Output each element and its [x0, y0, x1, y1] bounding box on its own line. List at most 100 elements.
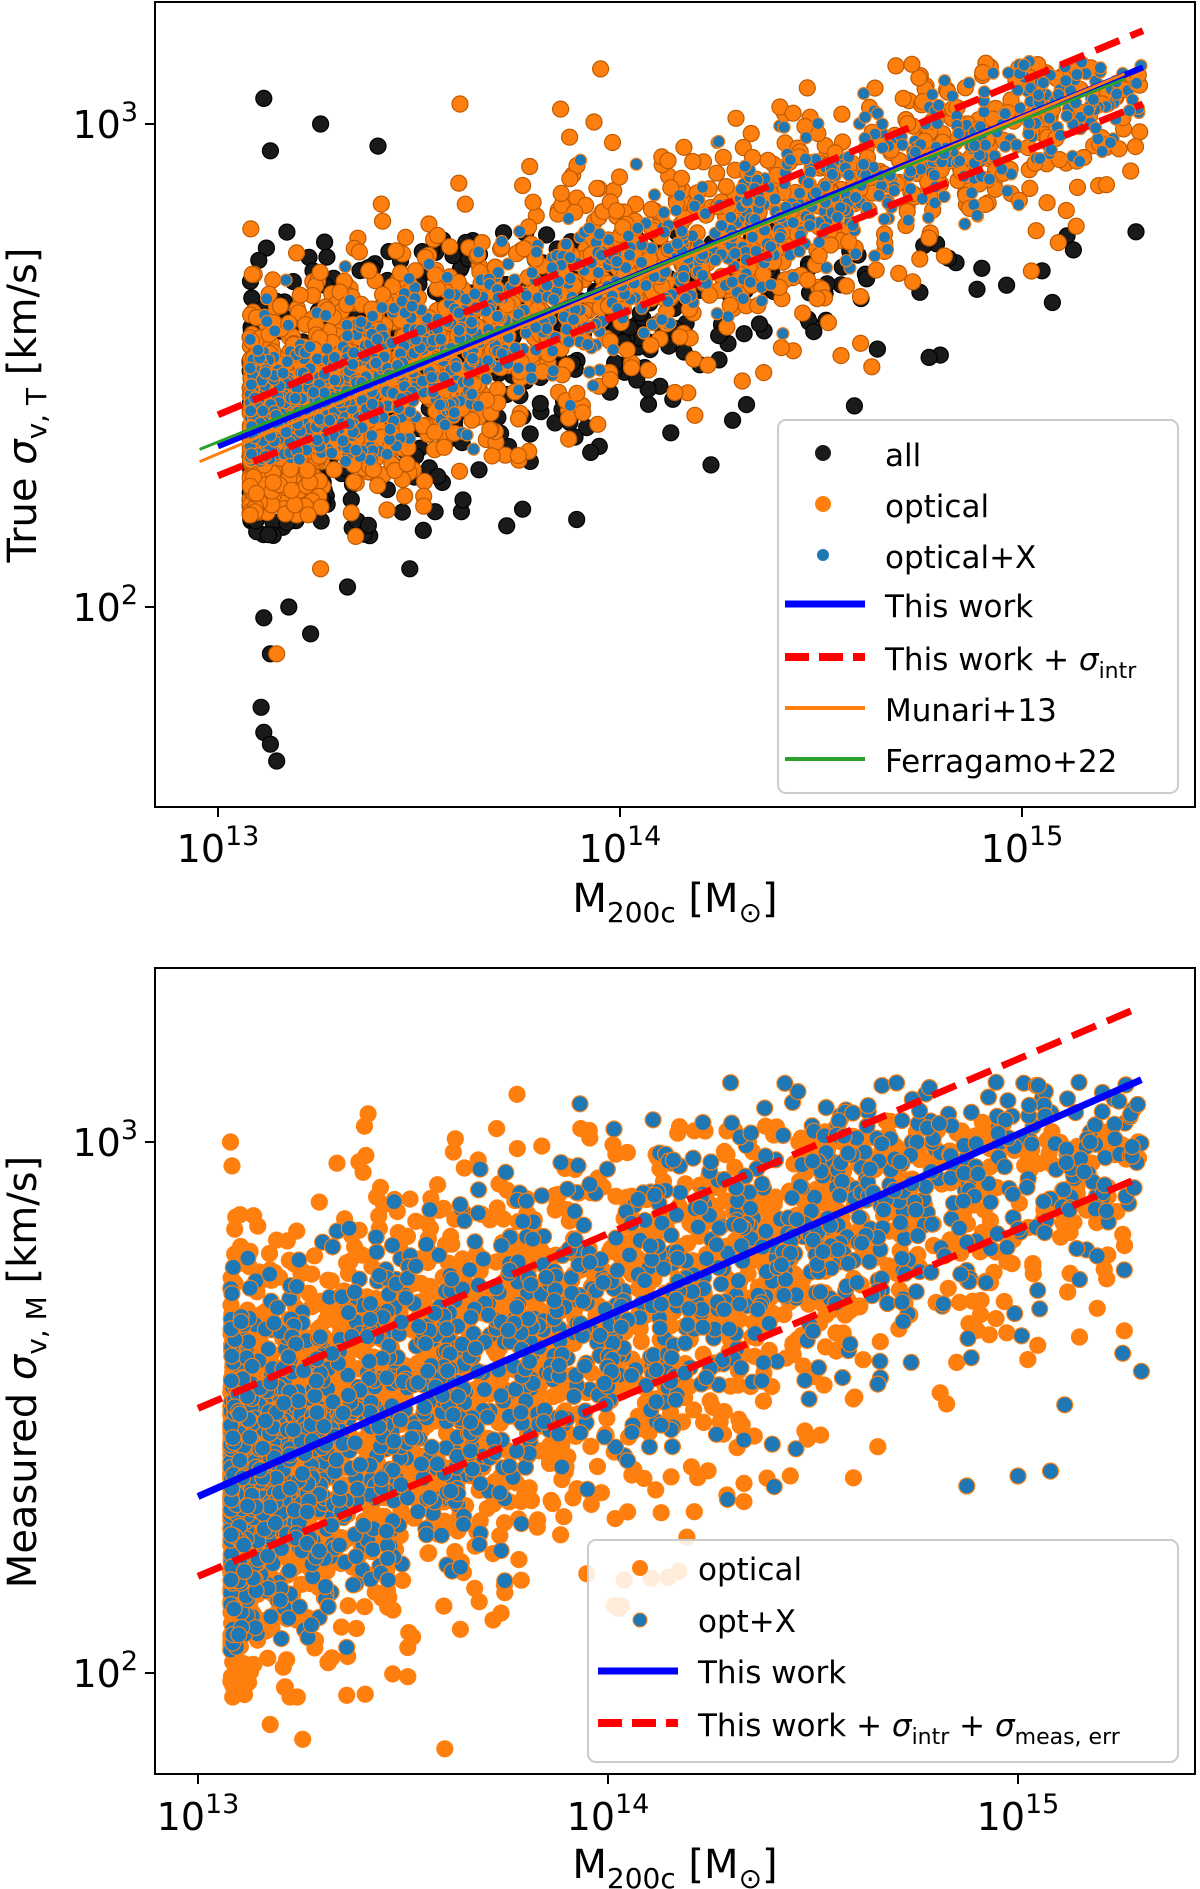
top-point-1	[1027, 222, 1045, 240]
top-point-2	[1095, 144, 1109, 158]
top-point-2	[258, 366, 272, 380]
top-point-2	[346, 357, 360, 371]
top-point-1	[808, 290, 826, 308]
top-point-2	[877, 212, 891, 226]
top-point-2	[734, 182, 748, 196]
top-point-2	[244, 447, 259, 461]
top-point-2	[268, 324, 282, 338]
top-outlier-point	[255, 609, 273, 627]
top-point-1	[727, 109, 745, 127]
bot-point-0	[730, 1410, 748, 1429]
bot-point-0	[356, 1685, 374, 1703]
top-point-1	[568, 384, 586, 402]
bot-point-0	[1088, 1299, 1106, 1317]
top-point-2	[672, 188, 687, 203]
top-point-2	[724, 210, 738, 224]
top-point-0	[521, 425, 539, 443]
top-point-2	[525, 266, 539, 280]
top-point-2	[812, 235, 826, 249]
bot-point-0	[429, 1176, 447, 1194]
top-point-2	[839, 254, 853, 268]
top-point-1	[601, 371, 619, 389]
top-point-2	[830, 210, 845, 224]
top-point-2	[868, 249, 882, 263]
top-point-1	[851, 288, 870, 306]
top-point-1	[299, 506, 317, 524]
top-point-2	[375, 300, 389, 315]
top-x-axis-label: M200c [M⊙]	[572, 876, 777, 929]
top-point-1	[286, 496, 304, 514]
top-point-2	[602, 233, 616, 247]
bot-point-0	[939, 1279, 957, 1297]
top-point-1	[247, 484, 265, 502]
top-ytick-label-2: 102	[72, 580, 138, 630]
top-line-this-work-intr-lower	[216, 100, 1145, 479]
top-point-2	[998, 139, 1012, 153]
top-point-2	[982, 172, 997, 186]
top-point-2	[678, 292, 693, 306]
top-point-2	[256, 404, 270, 418]
top-point-2	[340, 329, 355, 343]
top-point-2	[803, 165, 818, 179]
top-point-2	[438, 418, 452, 432]
top-point-1	[509, 410, 528, 428]
top-point-0	[393, 503, 411, 521]
top-point-0	[278, 223, 296, 241]
top-point-2	[1060, 109, 1074, 123]
top-point-2	[491, 265, 505, 279]
top-point-2	[610, 254, 624, 268]
top-point-2	[422, 257, 436, 271]
top-point-2	[519, 289, 534, 303]
top-point-2	[927, 168, 942, 182]
top-point-2	[696, 268, 710, 282]
top-point-1	[574, 404, 592, 422]
top-point-2	[798, 152, 813, 166]
top-point-0	[1064, 241, 1083, 259]
top-point-1	[733, 372, 751, 390]
top-panel: 1013 1014 1015 102 103 M200c [M⊙] True σ…	[0, 1, 1196, 929]
bot-point-0	[533, 1137, 551, 1155]
top-point-1	[374, 212, 392, 230]
bot-point-0	[685, 1503, 703, 1521]
top-point-1	[819, 314, 838, 332]
top-point-1	[298, 461, 316, 479]
top-point-0	[1127, 223, 1145, 241]
top-legend: all optical optical+X This work This wor…	[777, 419, 1179, 794]
top-point-1	[241, 506, 259, 524]
top-point-1	[1021, 179, 1039, 197]
top-point-2	[676, 270, 691, 284]
bot-point-0	[478, 1499, 496, 1518]
top-point-2	[743, 275, 758, 289]
top-point-2	[622, 248, 637, 262]
bot-point-0	[226, 1220, 244, 1238]
top-point-2	[260, 292, 274, 306]
top-point-2	[243, 361, 257, 375]
top-point-2	[670, 236, 685, 251]
top-point-1	[264, 271, 282, 289]
top-point-2	[279, 273, 293, 287]
top-point-2	[937, 189, 951, 204]
top-point-2	[695, 180, 710, 194]
top-point-2	[986, 66, 1000, 80]
top-point-0	[868, 340, 887, 358]
top-point-1	[271, 297, 289, 315]
top-point-2	[819, 261, 834, 275]
top-point-2	[495, 234, 509, 249]
top-point-2	[370, 332, 384, 346]
top-scatter-points	[241, 54, 1149, 770]
top-point-2	[280, 354, 294, 369]
top-outlier-point	[252, 698, 270, 716]
top-point-2	[669, 203, 683, 217]
top-point-2	[507, 273, 522, 287]
bot-point-0	[850, 1298, 869, 1316]
top-point-1	[450, 462, 469, 480]
top-point-2	[773, 231, 787, 245]
top-point-2	[764, 278, 778, 292]
top-point-1	[463, 411, 481, 429]
bot-point-0	[338, 1686, 356, 1704]
bot-point-0	[451, 1620, 469, 1638]
top-point-1	[588, 179, 606, 197]
top-point-1	[552, 184, 570, 202]
top-outlier-point	[312, 560, 330, 578]
top-point-2	[405, 299, 419, 313]
